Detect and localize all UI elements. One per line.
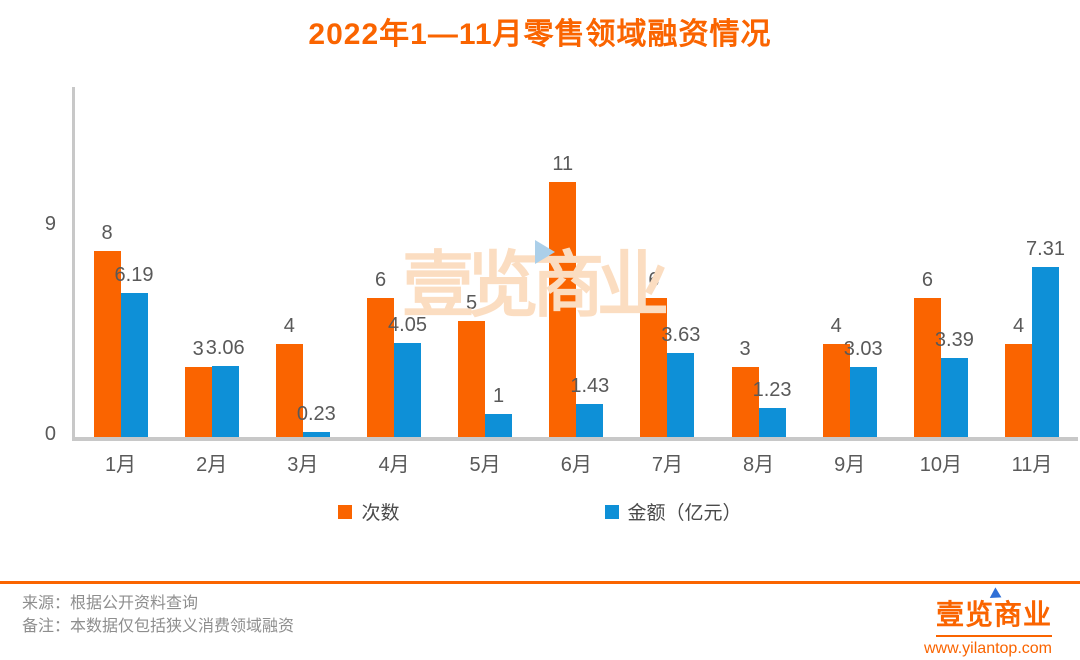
x-tick-m1: 1月 — [104, 454, 137, 476]
value-label-amount-m11: 7.31 — [1026, 238, 1065, 261]
legend-item-amount: 金额（亿元） — [604, 498, 742, 525]
y-axis-line — [72, 87, 75, 438]
value-label-amount-m7: 3.63 — [661, 323, 701, 346]
bar-amount-m8 — [758, 408, 786, 437]
value-label-amount-m10: 3.39 — [934, 329, 974, 352]
bar-count-m3 — [275, 344, 303, 437]
x-tick-m11: 11月 — [1011, 454, 1053, 476]
bar-count-m6 — [549, 181, 577, 437]
footer-note: 备注：本数据仅包括狭义消费领域融资 — [22, 618, 295, 635]
value-label-amount-m2: 3.06 — [205, 336, 245, 359]
brand-logo-text: 壹览商业 — [935, 587, 1052, 637]
bar-count-m10 — [913, 297, 941, 437]
bar-amount-m5 — [485, 413, 513, 437]
x-tick-m9: 9月 — [834, 454, 866, 476]
bar-amount-m6 — [576, 403, 604, 437]
page-title: 2022年1—11月零售领域融资情况 — [308, 18, 772, 51]
legend-label-amount: 金额（亿元） — [627, 503, 742, 524]
brand-url: www.yilantop.com — [923, 640, 1052, 657]
brand-name: 壹览商业 — [935, 599, 1052, 630]
value-label-amount-m4: 4.05 — [388, 313, 427, 336]
bar-count-m7 — [640, 297, 668, 437]
bar-amount-m2 — [211, 365, 239, 437]
value-label-count-m4: 6 — [374, 268, 387, 291]
bar-count-m2 — [184, 367, 212, 437]
legend-swatch-count — [338, 504, 353, 519]
value-label-count-m10: 6 — [921, 268, 933, 291]
bar-count-m9 — [822, 344, 850, 437]
value-label-count-m8: 3 — [739, 338, 751, 361]
x-axis-line — [72, 437, 1078, 441]
bar-amount-m9 — [849, 366, 877, 437]
x-tick-m5: 5月 — [469, 454, 501, 476]
bar-amount-m4 — [393, 343, 421, 437]
value-label-amount-m3: 0.23 — [296, 402, 336, 425]
legend: 次数 金额（亿元） — [0, 498, 1080, 525]
brand-logo: 壹览商业 www.yilantop.com — [923, 587, 1052, 658]
value-label-count-m11: 4 — [1012, 315, 1025, 338]
bar-amount-m11 — [1032, 267, 1059, 437]
x-tick-m6: 6月 — [560, 454, 592, 476]
value-label-amount-m1: 6.19 — [114, 264, 154, 287]
legend-swatch-amount — [604, 504, 619, 519]
bar-count-m4 — [366, 297, 394, 437]
value-label-count-m6: 11 — [552, 152, 574, 175]
value-label-amount-m9: 3.03 — [843, 337, 883, 360]
bar-count-m1 — [93, 251, 121, 437]
footer-source: 来源：根据公开资料查询 — [22, 595, 199, 612]
bar-amount-m1 — [120, 293, 148, 437]
value-label-count-m7: 6 — [648, 268, 660, 291]
legend-item-count: 次数 — [338, 498, 400, 525]
value-label-count-m9: 4 — [830, 315, 842, 338]
y-tick-9: 9 — [44, 213, 56, 235]
x-tick-m7: 7月 — [651, 454, 683, 476]
x-tick-m4: 4月 — [378, 454, 410, 476]
x-tick-m2: 2月 — [196, 454, 228, 476]
bar-chart: 壹览商业 9 0 8 6.19 1月 3 3.06 2月 4 0.23 3月 6 4.05 4月 5 1 5… — [44, 87, 1078, 476]
bar-count-m11 — [1005, 344, 1032, 437]
value-label-count-m1: 8 — [101, 222, 113, 245]
bar-amount-m3 — [302, 431, 330, 437]
y-tick-0: 0 — [44, 423, 56, 445]
bar-count-m8 — [731, 367, 759, 437]
x-tick-m10: 10月 — [919, 454, 963, 476]
value-label-amount-m6: 1.43 — [570, 374, 610, 397]
x-tick-m8: 8月 — [743, 454, 775, 476]
plot-area: 8 6.19 1月 3 3.06 2月 4 0.23 3月 6 4.05 4月 5 1 5月 11 1.43 6月… — [74, 87, 1074, 476]
bar-count-m5 — [458, 320, 486, 437]
legend-label-count: 次数 — [361, 503, 400, 524]
value-label-count-m5: 5 — [466, 291, 478, 314]
value-label-count-m3: 4 — [283, 315, 295, 338]
x-tick-m3: 3月 — [287, 454, 319, 476]
value-label-count-m2: 3 — [192, 338, 204, 361]
value-label-amount-m5: 1 — [493, 384, 505, 407]
footer-divider — [0, 581, 1080, 584]
bar-amount-m10 — [940, 358, 968, 437]
value-label-amount-m8: 1.23 — [752, 379, 792, 402]
bar-amount-m7 — [667, 352, 695, 437]
